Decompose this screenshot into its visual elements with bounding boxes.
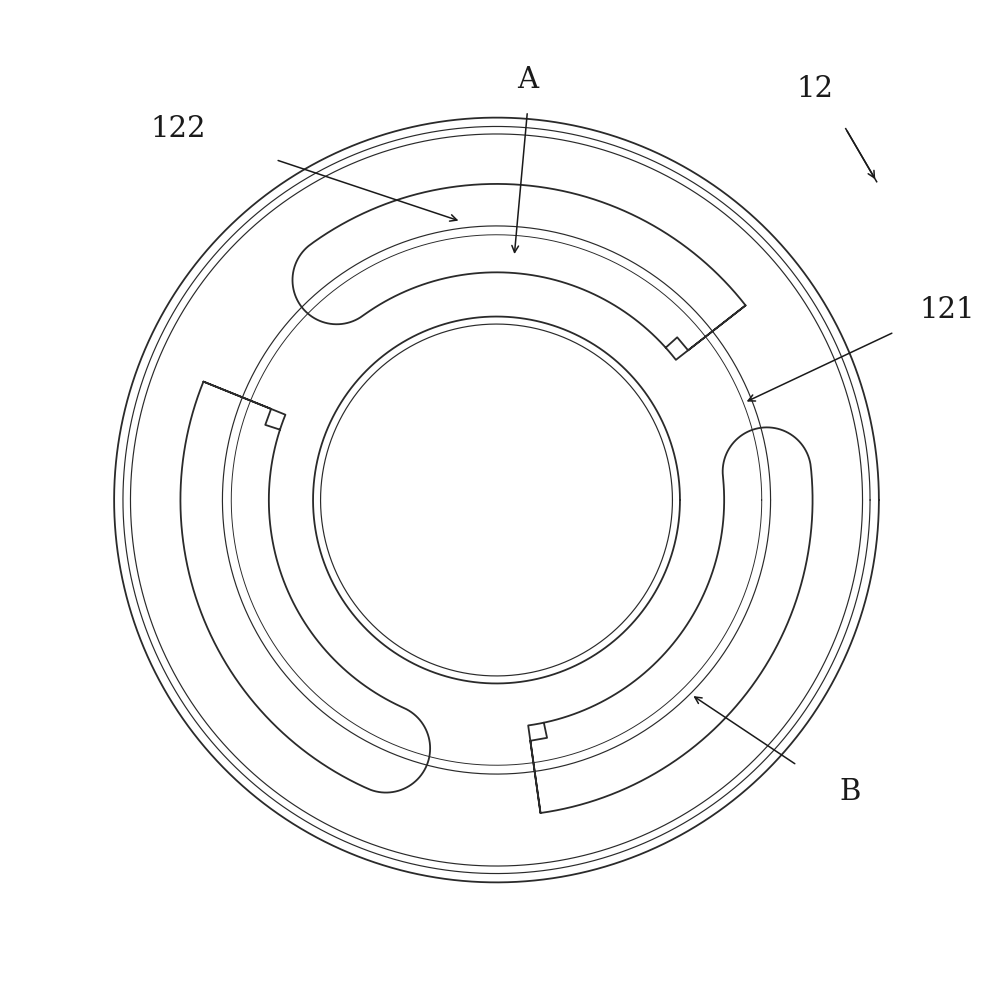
Text: B: B [839,778,861,806]
Text: 121: 121 [920,296,975,324]
Text: 122: 122 [151,115,206,143]
Text: A: A [517,66,538,94]
Text: 12: 12 [796,75,833,103]
